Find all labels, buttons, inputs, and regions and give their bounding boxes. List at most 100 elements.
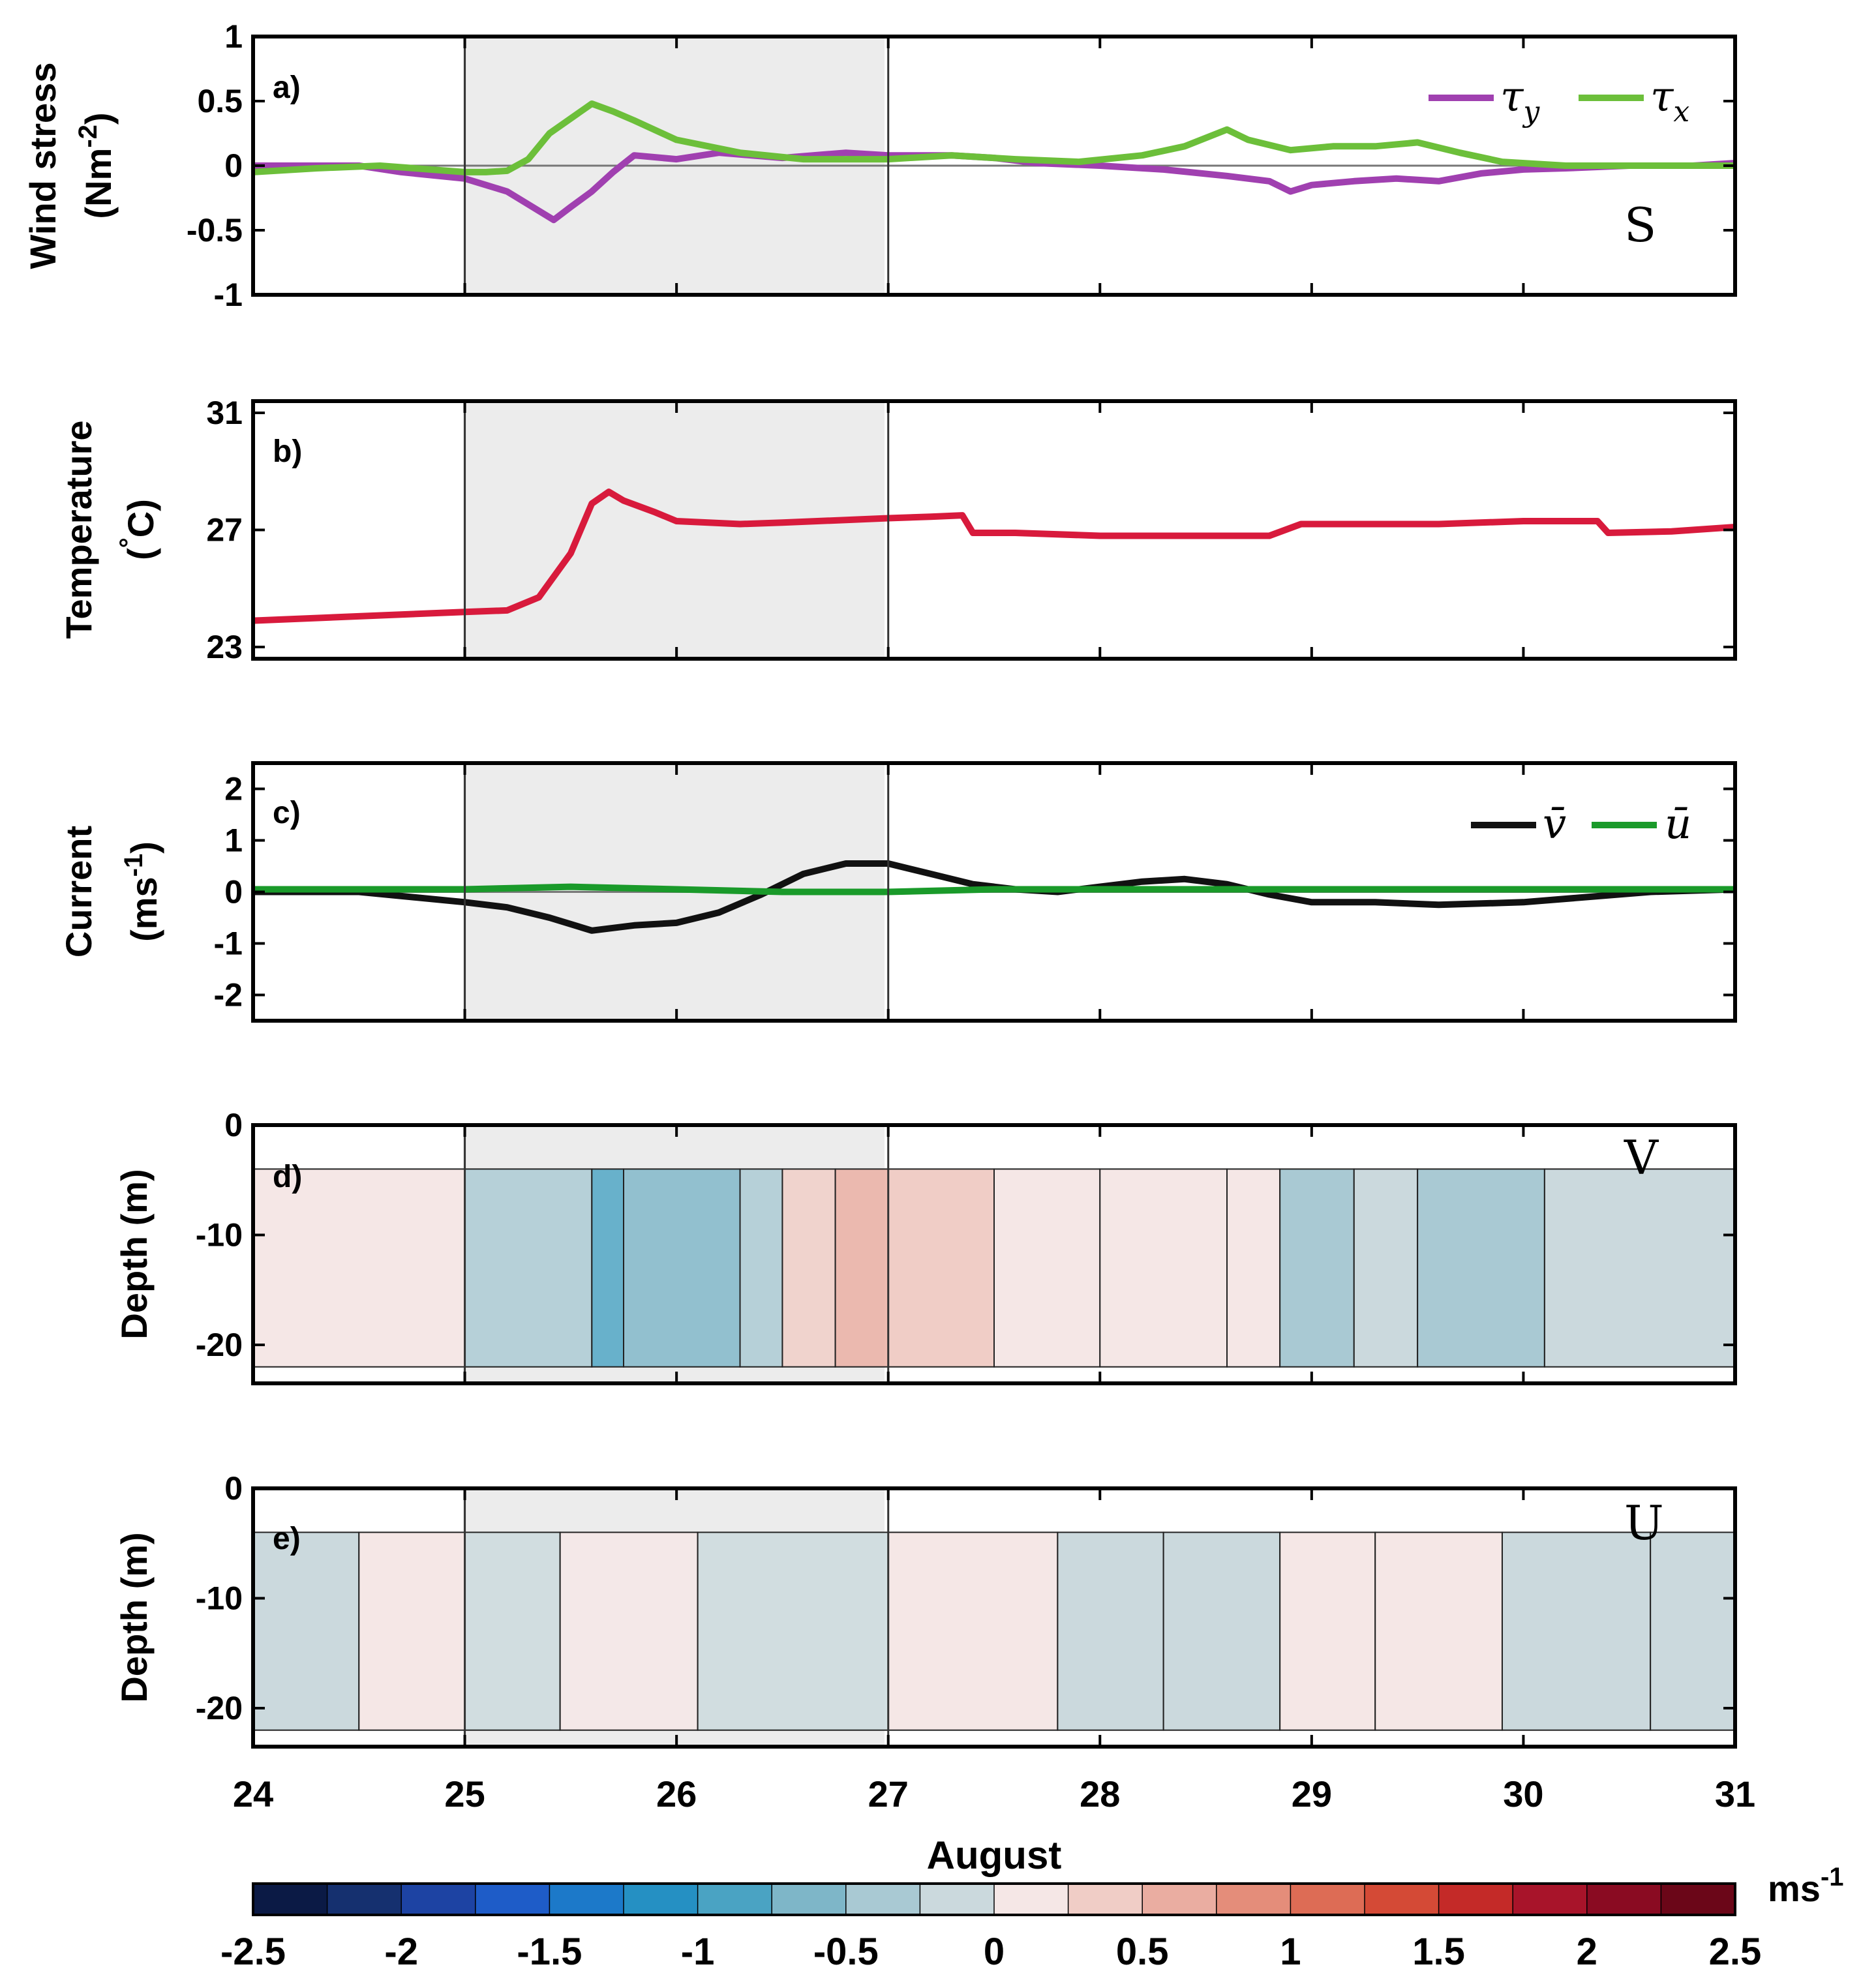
ylabel-e: Depth (m) (113, 1532, 155, 1702)
ytick-label-a: 0.5 (197, 83, 243, 119)
shade-overlay-d (463, 1125, 885, 1383)
series-group-a (252, 100, 1736, 224)
ylabel-d: Depth (m) (113, 1169, 155, 1339)
ylabel-a-line1: Wind stress (22, 63, 63, 269)
heatmap-cell-e (252, 1531, 360, 1731)
heatmap-cell-e (1650, 1531, 1736, 1731)
x-axis-label: August (927, 1833, 1062, 1877)
colorbar-tick-label: 1 (1280, 1931, 1301, 1973)
heatmap-cell-d (591, 1168, 624, 1368)
ytick-label-c: 0 (224, 874, 243, 910)
frame-d (251, 1123, 1737, 1385)
panel-c: 2 1 0 -1 -2 c) v̄ ū Current (ms-1) (58, 761, 1737, 1023)
series-line-c-0 (253, 860, 1736, 934)
series-line-a-1 (252, 100, 1735, 175)
ytick-label-b: 27 (206, 512, 243, 549)
heatmap-cell-d (1353, 1168, 1419, 1368)
panel-label-c: c) (273, 796, 301, 830)
ytick-label-b: 23 (206, 629, 243, 665)
heatmap-cell-d (993, 1168, 1101, 1368)
yticks-d: 0 -10 -20 (196, 1107, 1735, 1363)
colorbar-swatch (475, 1883, 551, 1916)
xtick-label: 29 (1292, 1773, 1332, 1814)
panel-a: 1 0.5 0 -0.5 -1 a) S τy τx Wind stress (Nm-2… (22, 18, 1737, 313)
colorbar-swatch (1586, 1883, 1662, 1916)
panel-label-e: e) (273, 1522, 301, 1556)
yticks-e: 0 -10 -20 (196, 1470, 1735, 1726)
ytick-label-d: -10 (196, 1217, 243, 1254)
station-label-s: S (1624, 198, 1656, 252)
panel-label-d: d) (273, 1160, 302, 1194)
heatmap-cell-d (834, 1168, 889, 1368)
colorbar-swatch (993, 1883, 1069, 1916)
heatmap-cell-d (252, 1168, 466, 1368)
colorbar-tick-label: -2.5 (220, 1931, 286, 1973)
ytick-label-e: -10 (196, 1580, 243, 1617)
colorbar-swatch (1438, 1883, 1514, 1916)
series-line-b-0 (252, 489, 1736, 624)
yticks-b: 31 27 23 (206, 395, 1735, 665)
ytick-label-c: 1 (224, 822, 243, 859)
colorbar-tick-label: 2.5 (1709, 1931, 1762, 1973)
colorbar-swatches (252, 1883, 1736, 1916)
heatmap-cell-d (1279, 1168, 1355, 1368)
colorbar-swatch (1512, 1883, 1588, 1916)
colorbar-tick-label: 2 (1577, 1931, 1597, 1973)
colorbar-swatch (1067, 1883, 1143, 1916)
colorbar-swatch (1216, 1883, 1292, 1916)
heatmap-cell-e (1057, 1531, 1164, 1731)
heatmap-cell-e (1279, 1531, 1376, 1731)
colorbar-tick-label: -1.5 (517, 1931, 582, 1973)
frame-e (251, 1486, 1737, 1749)
heatmap-cell-e (464, 1531, 561, 1731)
colorbar: -2.5 -2 -1.5 -1 -0.5 0 0.5 1 1.5 2 2.5 ms-1 (220, 1863, 1843, 1973)
colorbar-tick-label: 1.5 (1412, 1931, 1465, 1973)
xtick-label: 28 (1080, 1773, 1120, 1814)
panel-b: 31 27 23 b) Temperature (°C) (58, 395, 1737, 665)
colorbar-swatch (919, 1883, 995, 1916)
xtick-label: 25 (444, 1773, 485, 1814)
colorbar-swatch (1290, 1883, 1366, 1916)
xtick-label: 31 (1715, 1773, 1755, 1814)
colorbar-swatch (326, 1883, 402, 1916)
heatmap-cell-d (623, 1168, 741, 1368)
heatmap-cell-e (697, 1531, 889, 1731)
heatmap-cell-e (1374, 1531, 1503, 1731)
ylabel-b-line1: Temperature (58, 420, 99, 639)
heatmap-cell-d (781, 1168, 836, 1368)
colorbar-swatch (623, 1883, 699, 1916)
series-group-c (253, 860, 1736, 934)
xtick-label: 24 (233, 1773, 273, 1814)
legend-c: v̄ ū (1471, 800, 1691, 849)
station-label-v: V (1624, 1130, 1659, 1185)
ytick-label-a: 1 (224, 18, 243, 55)
colorbar-swatch (401, 1883, 477, 1916)
colorbar-tick-label: -2 (384, 1931, 418, 1973)
ylabel-b-line2: (°C) (115, 499, 161, 560)
heatmap-cell-d (464, 1168, 593, 1368)
ytick-label-b: 31 (206, 395, 243, 431)
heatmap-cell-d (739, 1168, 783, 1368)
heatmap-cell-d (887, 1168, 995, 1368)
colorbar-swatch (1142, 1883, 1218, 1916)
legend-a: τy τx (1429, 73, 1689, 128)
ytick-label-e: -20 (196, 1690, 243, 1726)
ytick-label-d: -20 (196, 1327, 243, 1363)
colorbar-swatch (771, 1883, 847, 1916)
ytick-label-c: -2 (214, 977, 243, 1014)
ylabel-c-line2: (ms-1) (119, 841, 164, 942)
series-line-c-1 (253, 883, 1735, 895)
colorbar-swatch (697, 1883, 773, 1916)
legend-tau-x: τx (1650, 73, 1689, 128)
colorbar-tick-label: 0 (984, 1931, 1005, 1973)
shade-b (463, 401, 885, 659)
panel-label-a: a) (273, 70, 301, 105)
ytick-label-a: 0 (224, 147, 243, 184)
series-group-b (252, 489, 1736, 624)
xtick-label: 26 (656, 1773, 697, 1814)
colorbar-unit: ms-1 (1768, 1863, 1844, 1909)
yticks-a: 1 0.5 0 -0.5 -1 (187, 18, 1735, 313)
ytick-label-a: -1 (214, 277, 243, 313)
xtick-label: 27 (868, 1773, 909, 1814)
